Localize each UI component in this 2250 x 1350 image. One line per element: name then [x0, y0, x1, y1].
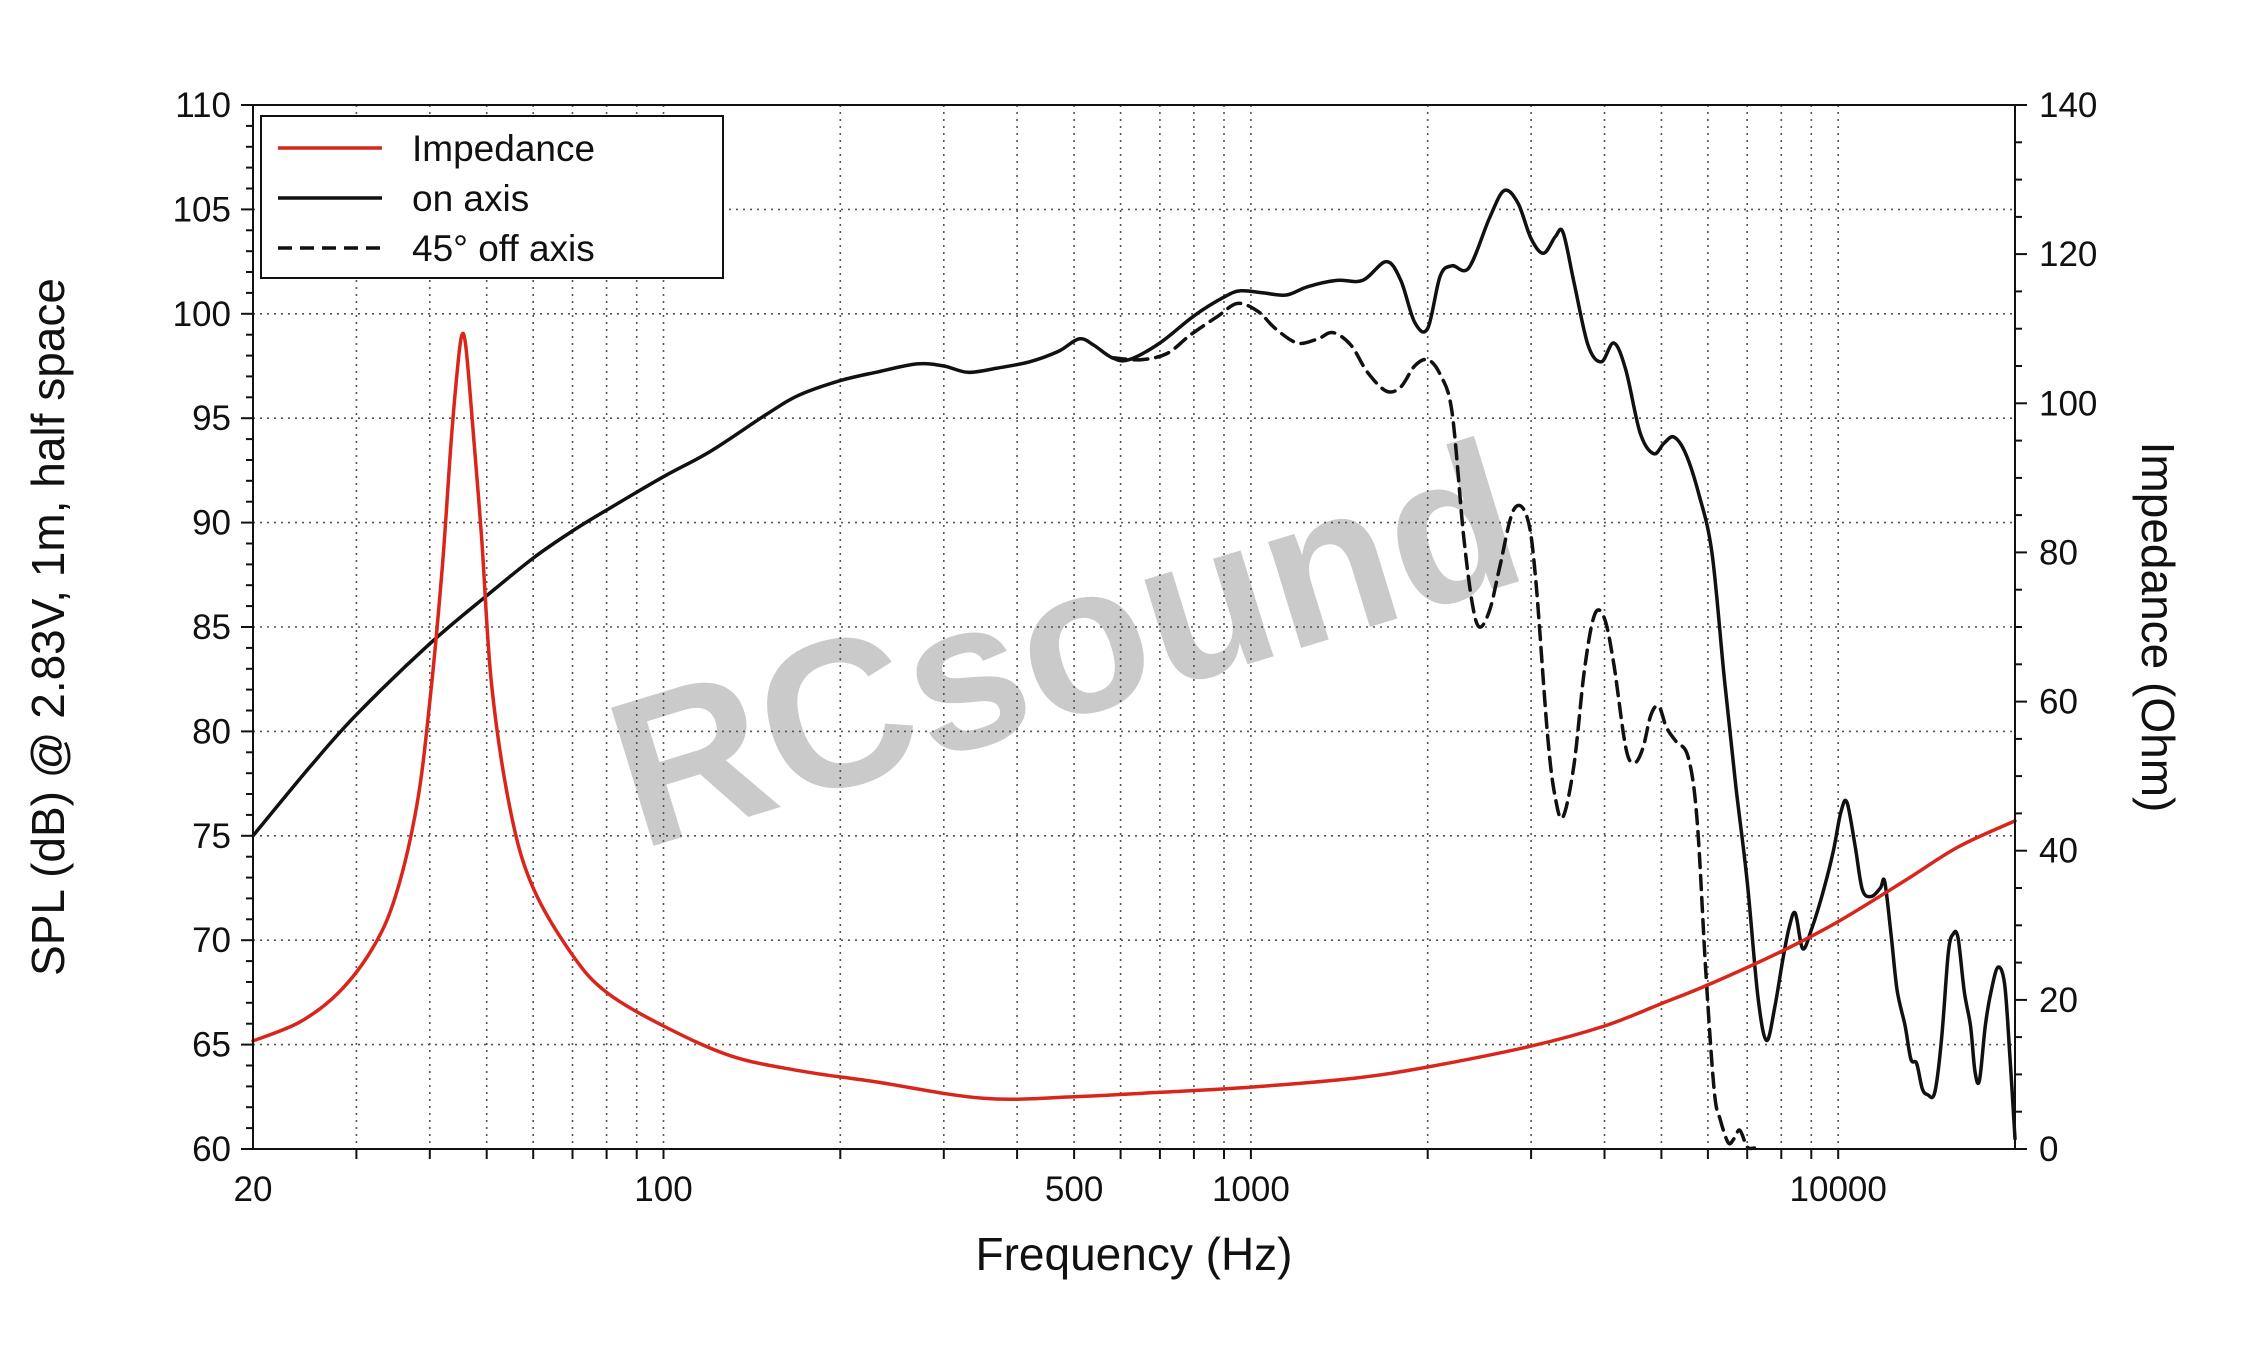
y-tick-label: 95	[192, 399, 231, 438]
series-line-on-axis	[251, 188, 2017, 1141]
axis-ticks	[241, 104, 2027, 1159]
x-tick-label: 10000	[1790, 1170, 1887, 1209]
x-tick-label: 100	[634, 1170, 692, 1209]
y-tick-label: 110	[175, 86, 231, 125]
y2-tick-label: 40	[2039, 832, 2078, 871]
y-tick-label: 65	[192, 1026, 231, 1065]
series-line-impedance	[251, 331, 2017, 1102]
series-line-45-off-axis	[1110, 301, 1757, 1151]
y-tick-label: 85	[192, 608, 231, 647]
tick-labels: 20 100 500 1000 1000060657075808590951001051…	[173, 86, 2098, 1209]
y-tick-label: 60	[192, 1130, 231, 1169]
grid-lines	[253, 105, 2015, 1149]
y-axis-title: SPL (dB) @ 2.83V, 1m, half space	[22, 278, 74, 976]
y2-tick-label: 20	[2039, 981, 2078, 1020]
y2-tick-label: 0	[2039, 1130, 2058, 1169]
y2-axis-title: Impedance (Ohm)	[2132, 442, 2184, 813]
y-tick-label: 70	[192, 921, 231, 960]
x-axis-title: Frequency (Hz)	[976, 1228, 1293, 1280]
y2-tick-label: 100	[2039, 384, 2097, 423]
legend-label-off-axis: 45° off axis	[412, 228, 595, 269]
y2-tick-label: 120	[2039, 235, 2097, 274]
y-tick-label: 75	[192, 817, 231, 856]
y-tick-label: 105	[173, 190, 231, 229]
x-tick-label: 20	[234, 1170, 273, 1209]
x-tick-label: 1000	[1212, 1170, 1290, 1209]
y2-tick-label: 140	[2039, 86, 2097, 125]
y-tick-label: 90	[192, 504, 231, 543]
x-tick-label: 500	[1045, 1170, 1103, 1209]
legend-label-on-axis: on axis	[412, 178, 529, 219]
y2-tick-label: 80	[2039, 533, 2078, 572]
y2-tick-label: 60	[2039, 683, 2078, 722]
watermark-logo: RCsound	[584, 395, 1545, 893]
series-layer	[251, 188, 2017, 1151]
y-tick-label: 80	[192, 712, 231, 751]
y-tick-label: 100	[173, 295, 231, 334]
legend: Impedance on axis 45° off axis	[260, 115, 724, 279]
legend-label-impedance: Impedance	[412, 128, 595, 169]
